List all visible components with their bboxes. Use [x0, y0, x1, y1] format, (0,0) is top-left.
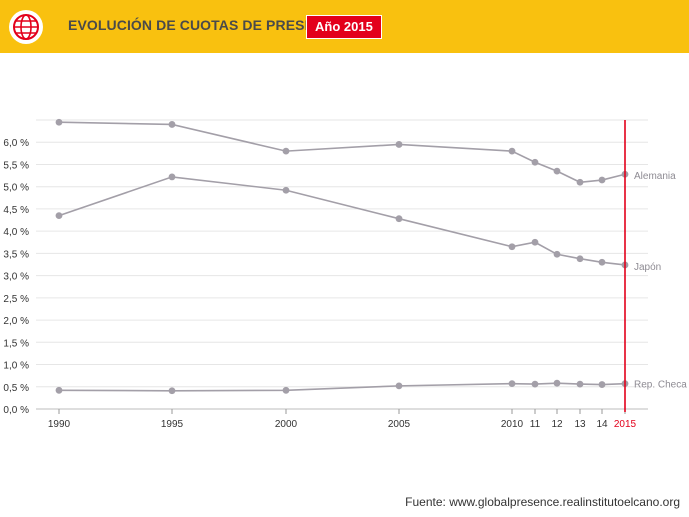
- data-point: [598, 381, 606, 388]
- data-point: [508, 243, 516, 251]
- data-point: [395, 215, 403, 223]
- y-tick-label: 0,0 %: [3, 405, 29, 416]
- x-tick-label: 2005: [388, 419, 411, 430]
- data-point: [553, 250, 561, 258]
- data-point: [168, 387, 176, 395]
- data-point: [282, 186, 290, 194]
- header-bar: EVOLUCIÓN DE CUOTAS DE PRESENCIA Año 201…: [0, 0, 689, 53]
- x-tick-label: 13: [574, 419, 586, 430]
- data-point: [531, 380, 539, 388]
- y-tick-label: 6,0 %: [3, 138, 29, 149]
- data-point: [598, 176, 606, 184]
- year-badge: Año 2015: [306, 15, 382, 39]
- data-point: [395, 382, 403, 390]
- y-tick-label: 3,0 %: [3, 272, 29, 283]
- x-tick-label: 1990: [48, 419, 71, 430]
- x-tick-label: 12: [551, 419, 563, 430]
- y-tick-label: 4,0 %: [3, 227, 29, 238]
- y-tick-label: 5,0 %: [3, 183, 29, 194]
- data-point: [553, 379, 561, 387]
- data-point: [168, 173, 176, 181]
- x-tick-label: 2010: [501, 419, 524, 430]
- data-point: [531, 158, 539, 166]
- y-tick-label: 3,5 %: [3, 249, 29, 260]
- series-line: [58, 382, 626, 392]
- y-tick-label: 4,5 %: [3, 205, 29, 216]
- x-tick-label: 1995: [161, 419, 184, 430]
- data-point: [508, 147, 516, 155]
- data-point: [508, 380, 516, 388]
- data-point: [55, 212, 63, 219]
- x-tick-label: 2015: [614, 419, 637, 430]
- globe-icon: [13, 14, 39, 40]
- x-tick-label: 14: [596, 419, 608, 430]
- y-tick-label: 2,5 %: [3, 294, 29, 305]
- data-point: [576, 178, 584, 186]
- series-line: [58, 121, 626, 184]
- series-label: Japón: [634, 262, 661, 273]
- series-line: [58, 176, 626, 266]
- y-tick-label: 1,0 %: [3, 361, 29, 372]
- x-tick-label: 11: [530, 419, 541, 430]
- data-point: [55, 386, 63, 394]
- line-chart: 0,0 % 0,5 % 1,0 % 1,5 % 2,0 % 2,5 % 3,0 % 3,5 %…: [3, 118, 687, 430]
- y-tick-label: 0,5 %: [3, 383, 29, 394]
- data-point: [598, 258, 606, 266]
- data-point: [282, 147, 290, 155]
- page-title: EVOLUCIÓN DE CUOTAS DE PRESENCIA: [68, 17, 349, 33]
- series-label: Rep. Checa: [634, 380, 687, 391]
- y-tick-label: 1,5 %: [3, 338, 29, 349]
- data-point: [282, 386, 290, 394]
- series-label: Alemania: [634, 171, 676, 182]
- data-point: [531, 238, 539, 246]
- data-point: [395, 141, 403, 148]
- data-point: [576, 380, 584, 388]
- data-point: [168, 121, 176, 128]
- y-tick-label: 5,5 %: [3, 160, 29, 171]
- data-point: [576, 255, 584, 263]
- data-point: [553, 167, 561, 175]
- logo: [9, 10, 43, 44]
- data-point: [55, 118, 63, 126]
- source-note: Fuente: www.globalpresence.realinstituto…: [405, 495, 680, 509]
- x-tick-label: 2000: [275, 419, 298, 430]
- y-tick-label: 2,0 %: [3, 316, 29, 327]
